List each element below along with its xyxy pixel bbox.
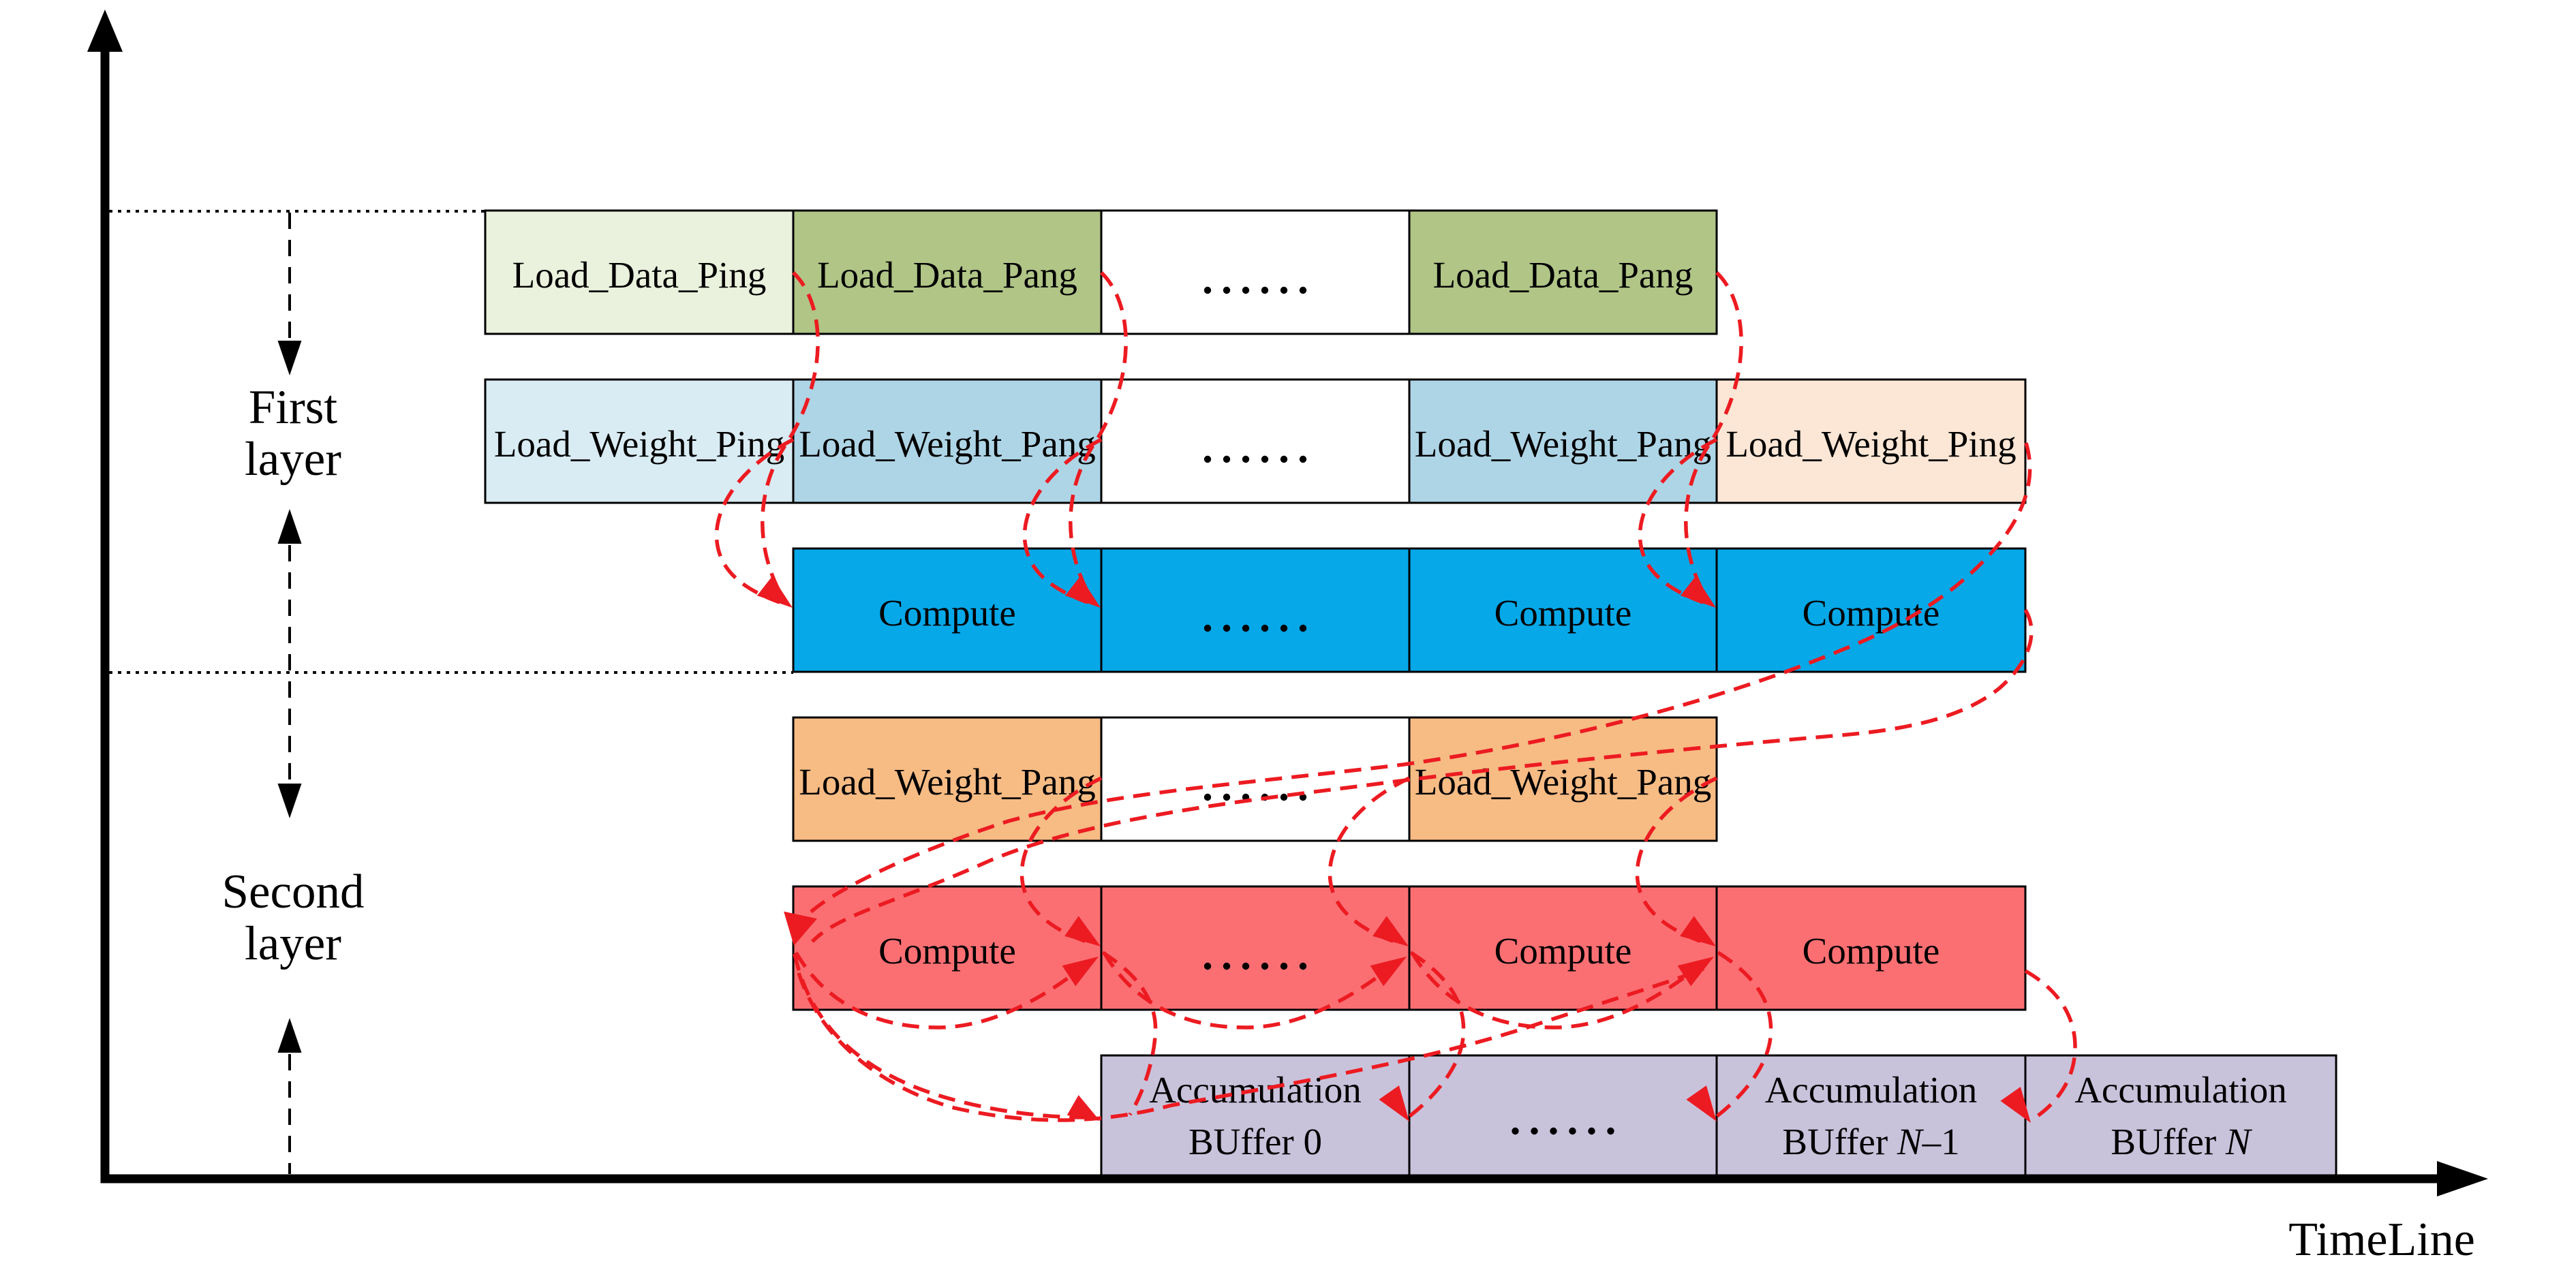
svg-text:Load_Weight_Pang: Load_Weight_Pang (1415, 423, 1712, 465)
svg-text:Second: Second (221, 865, 364, 918)
svg-text:Compute: Compute (878, 930, 1016, 972)
svg-text:Accumulation: Accumulation (1765, 1069, 1978, 1111)
svg-text:BUffer 0: BUffer 0 (1189, 1121, 1322, 1162)
svg-text:Compute: Compute (1494, 930, 1632, 972)
svg-text:TimeLine: TimeLine (2288, 1213, 2475, 1266)
svg-text:Compute: Compute (1803, 930, 1940, 972)
svg-text:BUffer N: BUffer N (2111, 1121, 2253, 1162)
svg-text:Load_Weight_Pang: Load_Weight_Pang (1415, 761, 1712, 803)
svg-text:Load_Weight_Pang: Load_Weight_Pang (799, 423, 1096, 465)
svg-text:layer: layer (245, 917, 341, 970)
svg-text:Load_Weight_Pang: Load_Weight_Pang (799, 761, 1096, 803)
svg-text:First: First (249, 381, 337, 434)
svg-text:Load_Weight_Ping: Load_Weight_Ping (494, 423, 784, 465)
svg-text:Compute: Compute (878, 592, 1016, 634)
svg-text:Load_Weight_Ping: Load_Weight_Ping (1726, 423, 2016, 465)
svg-text:BUffer N–1: BUffer N–1 (1782, 1121, 1959, 1162)
svg-text:Load_Data_Ping: Load_Data_Ping (512, 254, 767, 296)
svg-text:Load_Data_Pang: Load_Data_Pang (1433, 254, 1693, 296)
svg-text:Accumulation: Accumulation (2074, 1069, 2287, 1111)
svg-text:Compute: Compute (1494, 592, 1632, 634)
svg-text:Load_Data_Pang: Load_Data_Pang (817, 254, 1077, 296)
svg-text:layer: layer (245, 433, 341, 486)
